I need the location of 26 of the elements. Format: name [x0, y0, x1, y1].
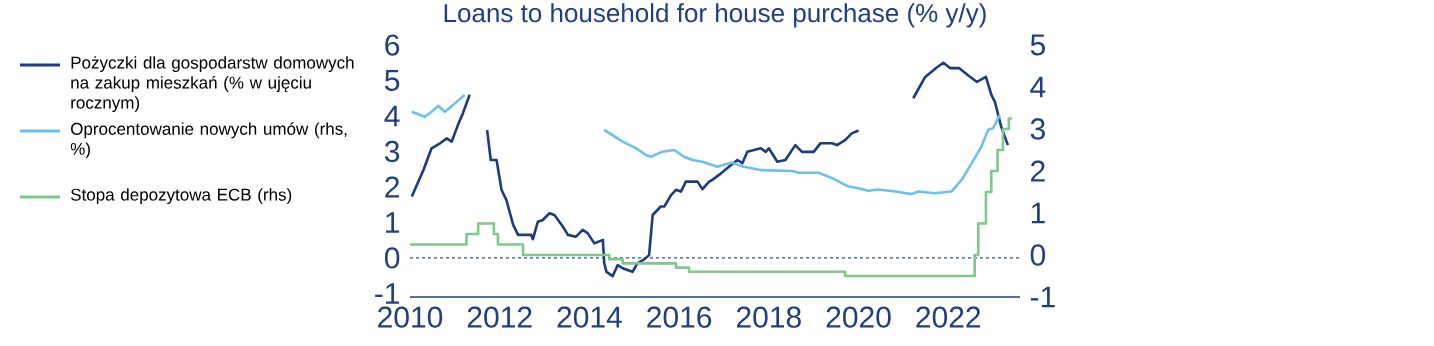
y2-tick-label: 1 — [1031, 202, 1045, 224]
y2-tick-label: 2 — [1031, 160, 1045, 182]
y-tick-label: 6 — [385, 34, 400, 56]
x-tick-label: 2014 — [557, 306, 622, 328]
y-tick-label: 1 — [386, 212, 400, 233]
x-tick-label: 2020 — [826, 306, 891, 328]
y-tick-label: 3 — [384, 140, 400, 163]
chart-title: Loans to household for house purchase (% y/y) — [444, 3, 986, 28]
legend-label: Stopa depozytowa ECB (rhs) — [70, 188, 292, 205]
y2-tick-label: -1 — [1030, 286, 1055, 308]
y-tick-label: 0 — [384, 247, 400, 269]
x-tick-label: 2018 — [736, 306, 801, 328]
y2-tick-label: 4 — [1030, 76, 1046, 98]
y-tick-label: -1 — [375, 283, 400, 304]
y-tick-label: 5 — [385, 70, 400, 91]
y-tick-label: 2 — [385, 176, 399, 198]
x-tick-label: 2010 — [378, 306, 443, 328]
legend-label: Pożyczki dla gospodarstw domowych na zakup mieszkań (% w ujęciu rocznym) — [71, 56, 354, 113]
y2-tick-label: 5 — [1030, 34, 1045, 56]
x-tick-label: 2016 — [647, 306, 712, 328]
y-tick-label: 4 — [384, 105, 400, 127]
x-tick-label: 2012 — [467, 306, 532, 328]
legend-label: Oprocentowanie nowych umów (rhs, %) — [70, 122, 347, 159]
x-tick-label: 2022 — [916, 306, 981, 328]
y2-tick-label: 0 — [1030, 244, 1046, 266]
y2-tick-label: 3 — [1030, 118, 1045, 140]
